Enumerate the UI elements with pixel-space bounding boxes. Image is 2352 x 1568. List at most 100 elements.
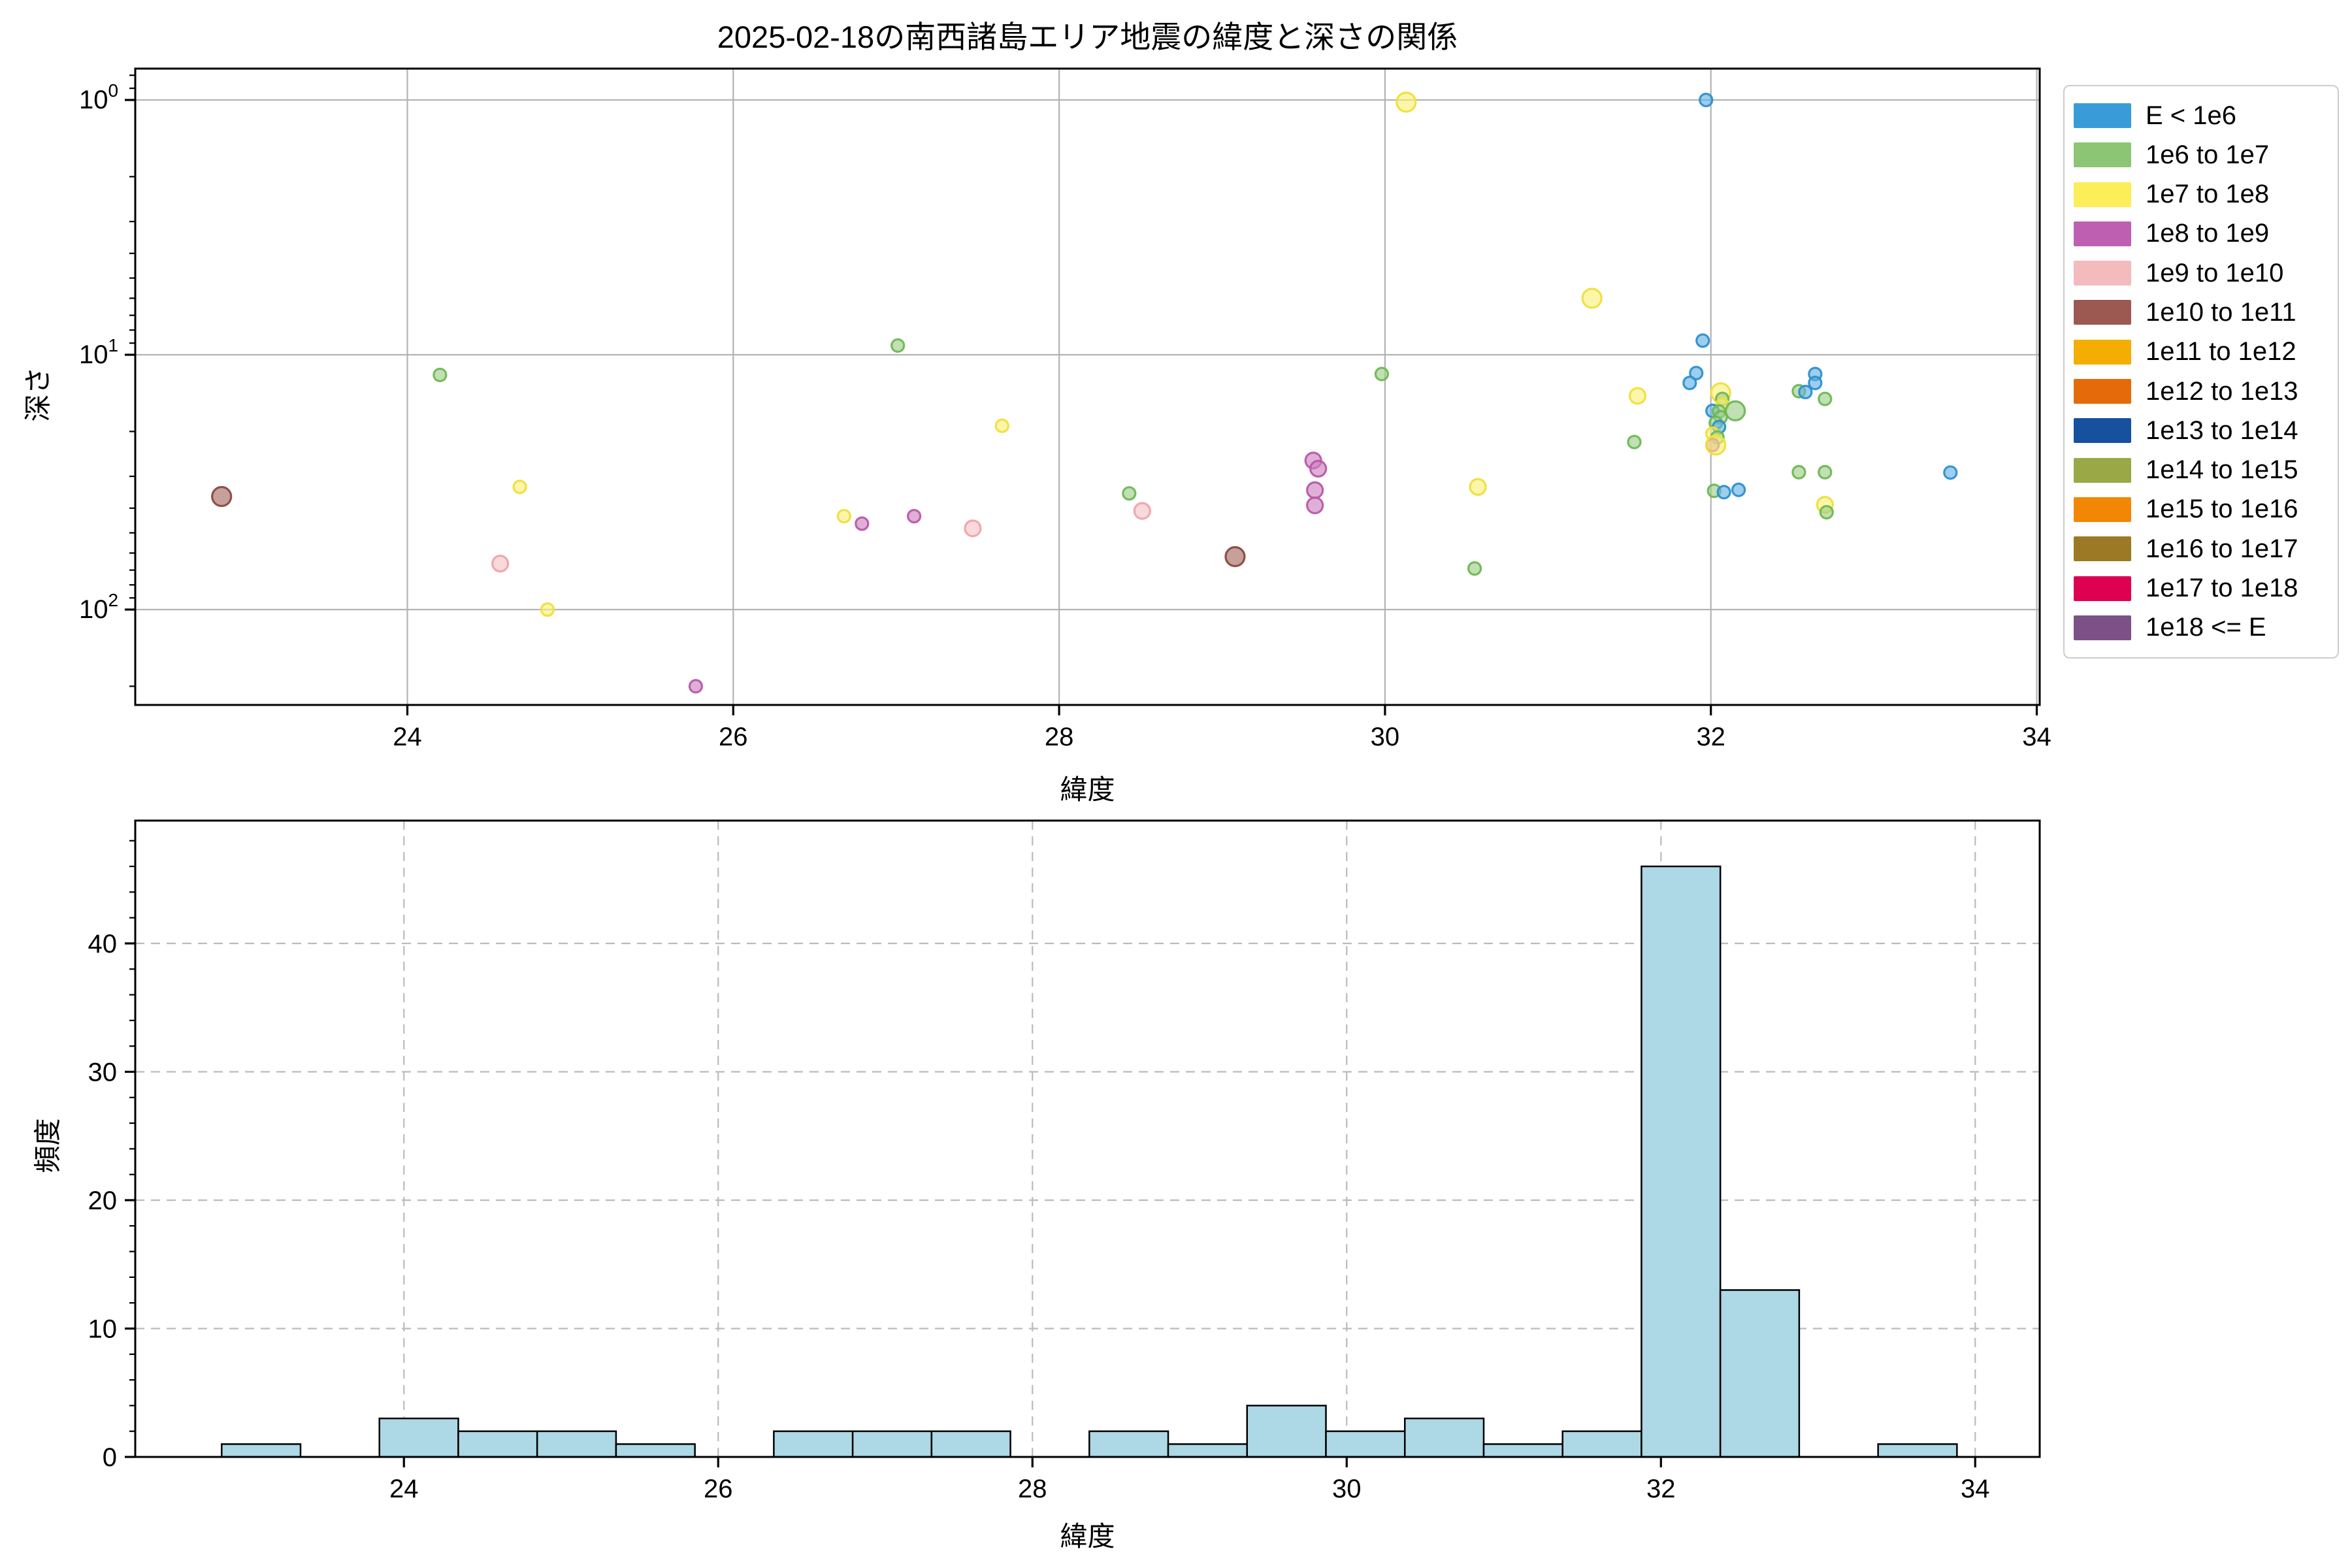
legend: E < 1e6 1e6 to 1e7 1e7 to 1e8 1e8 to 1e9 1e9… [2063, 85, 2339, 659]
scatter-point [1224, 546, 1246, 568]
scatter-point [1699, 92, 1714, 108]
scatter-point [1808, 376, 1823, 391]
hist-bar [1641, 865, 1722, 1458]
scatter-xtick-label: 24 [393, 723, 422, 751]
legend-item: 1e16 to 1e17 [2074, 530, 2328, 568]
legend-swatch [2074, 261, 2131, 286]
legend-swatch [2074, 379, 2131, 404]
legend-swatch [2074, 536, 2131, 562]
legend-item-label: 1e15 to 1e16 [2146, 495, 2298, 524]
hist-bar [457, 1430, 538, 1458]
legend-item-label: 1e10 to 1e11 [2146, 297, 2296, 327]
hist-bar [378, 1417, 459, 1458]
scatter-point [1689, 365, 1704, 381]
scatter-ytick-label: 102 [79, 590, 118, 624]
scatter-point [1469, 478, 1487, 496]
legend-item: 1e11 to 1e12 [2074, 333, 2328, 371]
scatter-point [890, 338, 906, 353]
legend-swatch [2074, 300, 2131, 325]
scatter-point [1628, 387, 1647, 405]
legend-swatch [2074, 142, 2131, 168]
legend-item-label: 1e16 to 1e17 [2146, 534, 2298, 563]
legend-swatch [2074, 576, 2131, 601]
scatter-ytick-label: 100 [79, 80, 118, 114]
legend-item: 1e8 to 1e9 [2074, 215, 2328, 253]
legend-item: 1e13 to 1e14 [2074, 412, 2328, 449]
scatter-point [994, 418, 1009, 433]
hist-ytick-label: 40 [88, 930, 118, 958]
scatter-point [491, 555, 510, 573]
legend-item-label: 1e7 to 1e8 [2146, 180, 2270, 209]
scatter-point [540, 602, 555, 617]
scatter-point [1306, 481, 1324, 499]
scatter-point [1396, 91, 1417, 113]
scatter-point [1581, 287, 1603, 309]
scatter-point [1731, 482, 1746, 497]
hist-bar [1088, 1430, 1169, 1458]
hist-bar [930, 1430, 1011, 1458]
scatter-point [836, 508, 851, 524]
hist-bar [1561, 1430, 1642, 1458]
legend-item-label: 1e8 to 1e9 [2146, 219, 2270, 248]
hist-xtick-label: 32 [1646, 1475, 1676, 1503]
hist-bar [1877, 1443, 1958, 1458]
legend-swatch [2074, 418, 2131, 444]
scatter-axes-box [134, 67, 2041, 706]
legend-swatch [2074, 339, 2131, 365]
legend-item-label: 1e9 to 1e10 [2146, 258, 2284, 287]
legend-item: 1e7 to 1e8 [2074, 176, 2328, 214]
legend-item-label: 1e12 to 1e13 [2146, 376, 2298, 406]
legend-item: 1e14 to 1e15 [2074, 451, 2328, 489]
hist-bar [1246, 1405, 1327, 1458]
legend-item: 1e6 to 1e7 [2074, 136, 2328, 174]
scatter-xtick-label: 30 [1371, 723, 1400, 751]
hist-xtick-label: 30 [1332, 1475, 1362, 1503]
scatter-point [1695, 333, 1710, 348]
scatter-xtick-label: 28 [1045, 723, 1074, 751]
legend-item: 1e17 to 1e18 [2074, 570, 2328, 608]
legend-item: 1e9 to 1e10 [2074, 254, 2328, 292]
hist-ytick-label: 30 [88, 1058, 118, 1087]
legend-item: 1e12 to 1e13 [2074, 372, 2328, 410]
hist-bar [1403, 1417, 1485, 1458]
hist-bar [851, 1430, 933, 1458]
scatter-xtick-label: 34 [2022, 723, 2051, 751]
legend-swatch [2074, 615, 2131, 640]
scatter-point [1627, 434, 1642, 449]
scatter-point [433, 367, 448, 382]
legend-swatch [2074, 497, 2131, 522]
scatter-xlabel: 緯度 [1060, 774, 1115, 805]
scatter-point [1705, 434, 1727, 456]
legend-item-label: 1e18 <= E [2146, 613, 2266, 642]
hist-bar [1167, 1443, 1249, 1458]
hist-bar [536, 1430, 617, 1458]
hist-xtick-label: 28 [1018, 1475, 1047, 1503]
legend-item: 1e10 to 1e11 [2074, 293, 2328, 331]
hist-xlabel: 緯度 [1060, 1521, 1115, 1552]
scatter-point [1467, 561, 1482, 576]
scatter-ytick-label: 101 [79, 335, 118, 369]
legend-item: 1e18 <= E [2074, 609, 2328, 647]
hist-bar [1325, 1430, 1406, 1458]
legend-item-label: 1e13 to 1e14 [2146, 416, 2298, 445]
legend-item-label: 1e14 to 1e15 [2146, 455, 2298, 485]
scatter-point [688, 679, 704, 694]
legend-swatch [2074, 457, 2131, 483]
hist-xtick-label: 26 [704, 1475, 733, 1503]
scatter-point [1791, 465, 1806, 480]
legend-item: E < 1e6 [2074, 97, 2328, 135]
scatter-ylabel: 深さ [22, 367, 54, 422]
hist-ytick-label: 10 [88, 1315, 118, 1344]
legend-item-label: 1e6 to 1e7 [2146, 140, 2270, 169]
legend-swatch [2074, 182, 2131, 207]
scatter-point [1374, 367, 1390, 382]
legend-item: 1e15 to 1e16 [2074, 491, 2328, 529]
hist-bar [1719, 1289, 1801, 1458]
hist-xtick-label: 24 [389, 1475, 419, 1503]
hist-axes-box [134, 819, 2041, 1458]
scatter-point [1725, 400, 1746, 421]
scatter-point [512, 480, 527, 495]
scatter-point [1818, 391, 1833, 406]
